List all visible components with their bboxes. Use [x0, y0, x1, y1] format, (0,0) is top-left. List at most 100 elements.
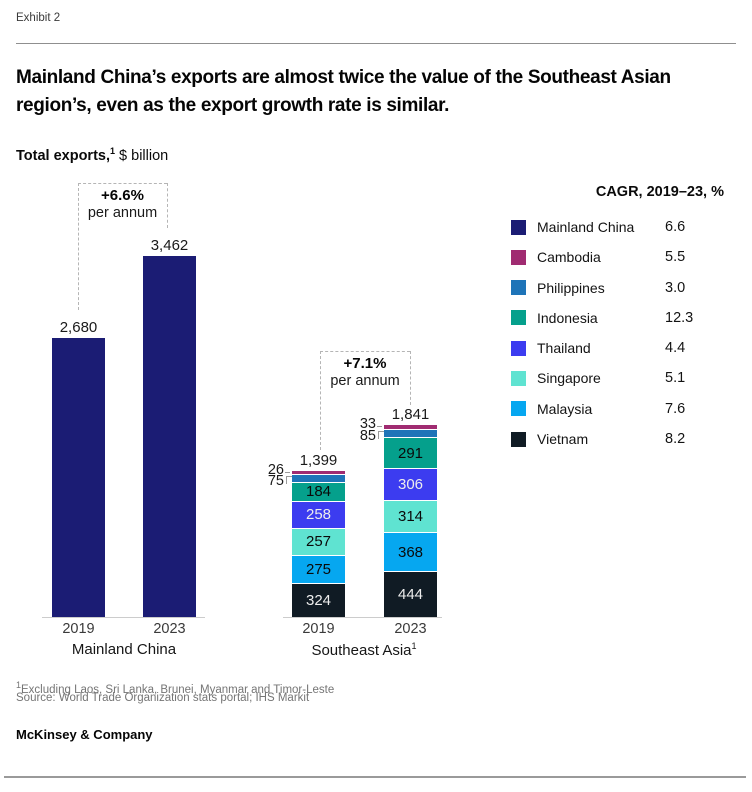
legend-row-thailand: Thailand 4.4	[511, 340, 731, 356]
tick-cambodia-2023	[377, 426, 382, 428]
legend: Mainland China 6.6 Cambodia 5.5 Philippines 3…	[511, 219, 731, 461]
axis-year-mainland-china-2023: 2023	[153, 621, 186, 637]
segment-value-singapore-2019: 257	[305, 533, 332, 551]
footnote-source: Source: World Trade Organization stats p…	[16, 691, 310, 704]
legend-value-thailand: 4.4	[665, 340, 686, 357]
legend-label-thailand: Thailand	[537, 340, 591, 357]
legend-label-malaysia: Malaysia	[537, 400, 593, 417]
subtitle-unit: $ billion	[115, 147, 169, 164]
legend-value-indonesia: 12.3	[665, 309, 694, 326]
footnote-exclusions: 1Excluding Laos, Sri Lanka, Brunei, Myan…	[16, 679, 334, 697]
segment-cambodia-2019	[292, 471, 345, 474]
legend-swatch-mainland-china	[511, 219, 526, 235]
legend-value-singapore: 5.1	[665, 370, 686, 387]
subtitle-footnote-marker: 1	[110, 146, 116, 156]
segment-vietnam-2019: 324	[292, 583, 345, 617]
legend-swatch-malaysia	[511, 401, 526, 417]
legend-row-malaysia: Malaysia 7.6	[511, 401, 731, 417]
growth-bracket-top-mainland-china	[78, 183, 167, 184]
legend-header: CAGR, 2019–23, %	[595, 184, 724, 200]
bottom-divider	[4, 776, 746, 778]
segment-singapore-2019: 257	[292, 527, 345, 555]
legend-value-cambodia: 5.5	[665, 249, 686, 266]
outside-label-philippines-2019: 75	[267, 472, 284, 489]
growth-bracket-right-southeast-asia	[410, 351, 411, 405]
segment-malaysia-2019: 275	[292, 554, 345, 584]
outside-label-philippines-2023: 85	[359, 428, 376, 445]
x-axis-southeast-asia	[283, 617, 442, 618]
growth-bracket-right-mainland-china	[167, 183, 168, 228]
segment-thailand-2019: 258	[292, 500, 345, 528]
legend-row-vietnam: Vietnam 8.2	[511, 431, 731, 447]
axis-year-mainland-china-2019: 2019	[62, 621, 95, 637]
growth-bracket-left-southeast-asia	[320, 351, 321, 450]
segment-indonesia-2019: 184	[292, 481, 345, 501]
bar-total-label-mainland-china-2019: 2,680	[59, 318, 98, 336]
legend-swatch-cambodia	[511, 249, 526, 265]
legend-label-philippines: Philippines	[537, 279, 605, 296]
segment-value-malaysia-2019: 275	[305, 560, 332, 578]
segment-indonesia-2023: 291	[384, 437, 437, 468]
segment-value-thailand-2023: 306	[397, 475, 424, 493]
exhibit-label: Exhibit 2	[16, 12, 61, 24]
bar-mainland-china-2023	[143, 256, 196, 617]
legend-label-cambodia: Cambodia	[537, 249, 601, 266]
segment-malaysia-2023: 368	[384, 532, 437, 571]
brand-logo: McKinsey & Company	[16, 727, 153, 742]
annotation-per-annum-mainland-china: per annum	[87, 205, 158, 221]
legend-swatch-philippines	[511, 280, 526, 296]
legend-swatch-vietnam	[511, 431, 526, 447]
header-divider	[16, 43, 736, 44]
segment-philippines-2019	[292, 473, 345, 482]
chart-title: Mainland China’s exports are almost twic…	[16, 64, 671, 120]
legend-row-indonesia: Indonesia 12.3	[511, 310, 731, 326]
segment-cambodia-2023	[384, 425, 437, 429]
legend-swatch-indonesia	[511, 310, 526, 326]
caption-footnote-marker: 1	[411, 641, 417, 651]
chart-caption-mainland-china: Mainland China	[71, 641, 177, 658]
legend-row-philippines: Philippines 3.0	[511, 280, 731, 296]
footnote-exclusions-text: Excluding Laos, Sri Lanka, Brunei, Myanm…	[21, 683, 335, 696]
bar-mainland-china-2019	[52, 337, 105, 617]
bar-total-label-southeast-asia-2023: 1,841	[391, 406, 430, 424]
chart-title-line2: region’s, even as the export growth rate…	[16, 95, 450, 116]
tick-cambodia-2019	[285, 472, 290, 474]
legend-label-indonesia: Indonesia	[537, 309, 598, 326]
segment-value-indonesia-2023: 291	[397, 444, 424, 462]
legend-value-malaysia: 7.6	[665, 400, 686, 417]
axis-year-southeast-asia-2019: 2019	[302, 621, 335, 637]
subtitle-bold: Total exports,	[16, 147, 110, 164]
segment-value-vietnam-2019: 324	[305, 592, 332, 610]
growth-bracket-top-southeast-asia	[320, 351, 410, 352]
chart-subtitle: Total exports,1 $ billion	[16, 146, 168, 164]
legend-row-mainland-china: Mainland China 6.6	[511, 219, 731, 235]
chart-title-line1: Mainland China’s exports are almost twic…	[16, 67, 671, 88]
annotation-growth-rate-southeast-asia: +7.1%	[343, 355, 387, 372]
tick-philippines-2019	[286, 475, 292, 484]
segment-value-indonesia-2019: 184	[305, 483, 332, 501]
legend-swatch-singapore	[511, 370, 526, 386]
legend-row-singapore: Singapore 5.1	[511, 370, 731, 386]
legend-label-singapore: Singapore	[537, 370, 601, 387]
segment-value-thailand-2019: 258	[305, 506, 332, 524]
footnote-marker: 1	[16, 680, 22, 690]
annotation-growth-rate-mainland-china: +6.6%	[101, 187, 144, 204]
segment-philippines-2023	[384, 428, 437, 438]
segment-value-malaysia-2023: 368	[397, 543, 424, 561]
segment-vietnam-2023: 444	[384, 570, 437, 617]
segment-value-singapore-2023: 314	[397, 508, 424, 526]
bar-total-label-southeast-asia-2019: 1,399	[299, 452, 338, 470]
legend-label-mainland-china: Mainland China	[537, 219, 635, 235]
annotation-per-annum-southeast-asia: per annum	[330, 373, 400, 389]
segment-singapore-2023: 314	[384, 499, 437, 533]
chart-caption-southeast-asia: Southeast Asia1	[311, 641, 417, 659]
legend-swatch-thailand	[511, 340, 526, 356]
tick-philippines-2023	[378, 430, 384, 439]
outside-label-cambodia-2019: 26	[267, 461, 284, 478]
segment-thailand-2023: 306	[384, 467, 437, 500]
legend-value-philippines: 3.0	[665, 279, 686, 296]
legend-value-mainland-china: 6.6	[665, 219, 686, 235]
legend-value-vietnam: 8.2	[665, 431, 686, 448]
